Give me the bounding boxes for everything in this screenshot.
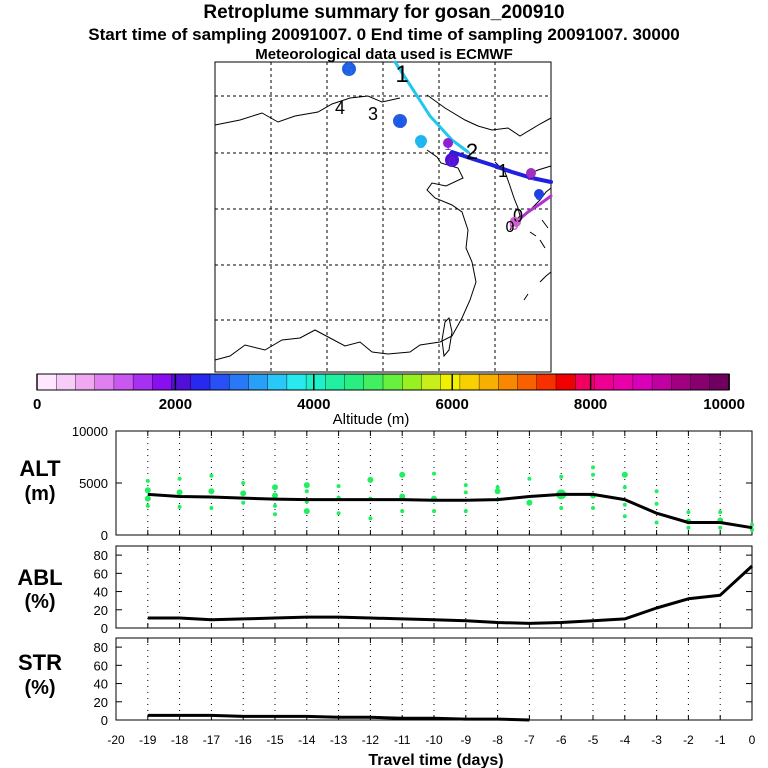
map-label: 4 [335,98,345,118]
map-marker [393,114,407,128]
chart-title: Retroplume summary for gosan_200910 [203,2,565,23]
map-marker [415,135,427,147]
map-label: 1 [445,139,452,153]
map-label: 0 [509,214,519,234]
trajectory-cyan [393,60,470,154]
map-graticule [215,62,551,372]
map-marker [511,217,521,227]
map-label: 4 [396,115,405,132]
met-note: Meteorological data used is ECMWF [255,46,513,63]
trajectory-blue [450,150,553,184]
map-marker [534,189,544,199]
map-markers [342,62,544,227]
map-label: 3 [416,133,425,152]
map-label: 0 [506,219,515,236]
map-label: 0 [448,154,455,169]
trajectory-magenta [514,194,553,224]
map-trajectories [393,60,553,224]
chart-subtitle: Start time of sampling 20091007. 0 End t… [88,25,680,44]
map-label: 2 [466,139,478,164]
map-label: 5 [345,62,353,78]
map-label: 2 [527,168,534,183]
map-label: 0 [513,206,523,226]
map-label: 3 [368,104,378,124]
map-marker [443,138,453,148]
map-marker [342,62,356,76]
map-label: 1 [395,61,408,88]
map-frame [214,61,552,373]
map-marker [445,153,459,167]
map-marker [526,168,536,178]
map-label: 1 [498,161,508,181]
map-label: 3 [535,188,542,203]
